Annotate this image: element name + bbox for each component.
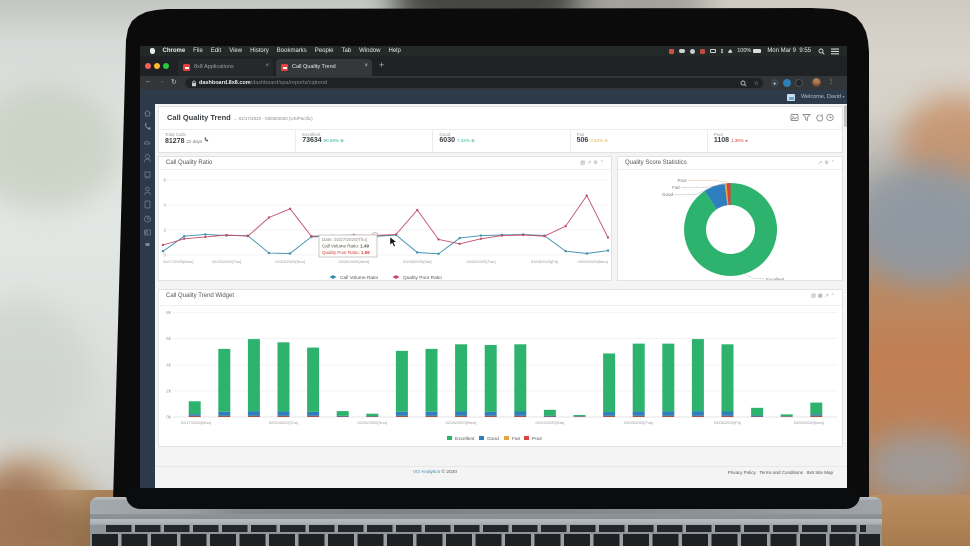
- svg-text:Fair: Fair: [672, 185, 680, 190]
- svg-text:0: 0: [163, 253, 166, 258]
- svg-text:2: 2: [163, 228, 166, 233]
- svg-text:Fair: Fair: [512, 436, 521, 442]
- svg-text:6k: 6k: [166, 336, 172, 341]
- svg-text:0k: 0k: [166, 415, 172, 420]
- svg-text:4k: 4k: [166, 363, 172, 368]
- svg-text:03/06/2020(Fri): 03/06/2020(Fri): [531, 259, 559, 264]
- svg-text:02/29/2020(Sat): 02/29/2020(Sat): [403, 259, 432, 264]
- svg-text:Excellent: Excellent: [455, 436, 475, 442]
- svg-text:02/23/2020(Sun): 02/23/2020(Sun): [357, 420, 387, 425]
- svg-text:03/06/2020(Fri): 03/06/2020(Fri): [714, 420, 742, 425]
- svg-text:4: 4: [163, 203, 166, 208]
- svg-text:02/20/2020(Thu): 02/20/2020(Thu): [212, 259, 242, 264]
- svg-text:02/17/2020(Mon): 02/17/2020(Mon): [163, 259, 194, 264]
- svg-text:6: 6: [163, 178, 166, 183]
- svg-text:Good: Good: [487, 436, 499, 442]
- svg-text:02/26/2020(Wed): 02/26/2020(Wed): [338, 259, 370, 264]
- svg-text:03/03/2020(Tue): 03/03/2020(Tue): [466, 259, 496, 264]
- svg-text:Quality Poor Ratio: 1.56: Quality Poor Ratio: 1.56: [322, 250, 370, 255]
- svg-text:8k: 8k: [166, 310, 172, 315]
- svg-text:Call Volume Ratio: 1.49: Call Volume Ratio: 1.49: [322, 244, 370, 249]
- svg-text:Good: Good: [662, 192, 674, 197]
- svg-text:02/20/2020(Thu): 02/20/2020(Thu): [269, 420, 299, 425]
- svg-text:02/29/2020(Sat): 02/29/2020(Sat): [536, 420, 565, 425]
- svg-text:03/09/2020(Mon): 03/09/2020(Mon): [794, 420, 825, 425]
- svg-text:Poor: Poor: [677, 178, 687, 183]
- svg-text:03/03/2020(Tue): 03/03/2020(Tue): [624, 420, 654, 425]
- svg-text:02/17/2020(Mon): 02/17/2020(Mon): [181, 420, 212, 425]
- svg-text:03/09/2020(Mon): 03/09/2020(Mon): [578, 259, 609, 264]
- svg-text:Excellent: Excellent: [766, 277, 785, 280]
- svg-text:02/26/2020(Wed): 02/26/2020(Wed): [446, 420, 478, 425]
- svg-text:2k: 2k: [166, 389, 172, 394]
- svg-text:Poor: Poor: [532, 436, 543, 442]
- svg-text:02/23/2020(Sun): 02/23/2020(Sun): [275, 259, 305, 264]
- svg-text:Call Volume Ratio: Call Volume Ratio: [340, 275, 378, 280]
- svg-text:Quality Poor Ratio: Quality Poor Ratio: [403, 275, 442, 280]
- svg-text:Date: 02/27/2020(Thu): Date: 02/27/2020(Thu): [322, 237, 368, 242]
